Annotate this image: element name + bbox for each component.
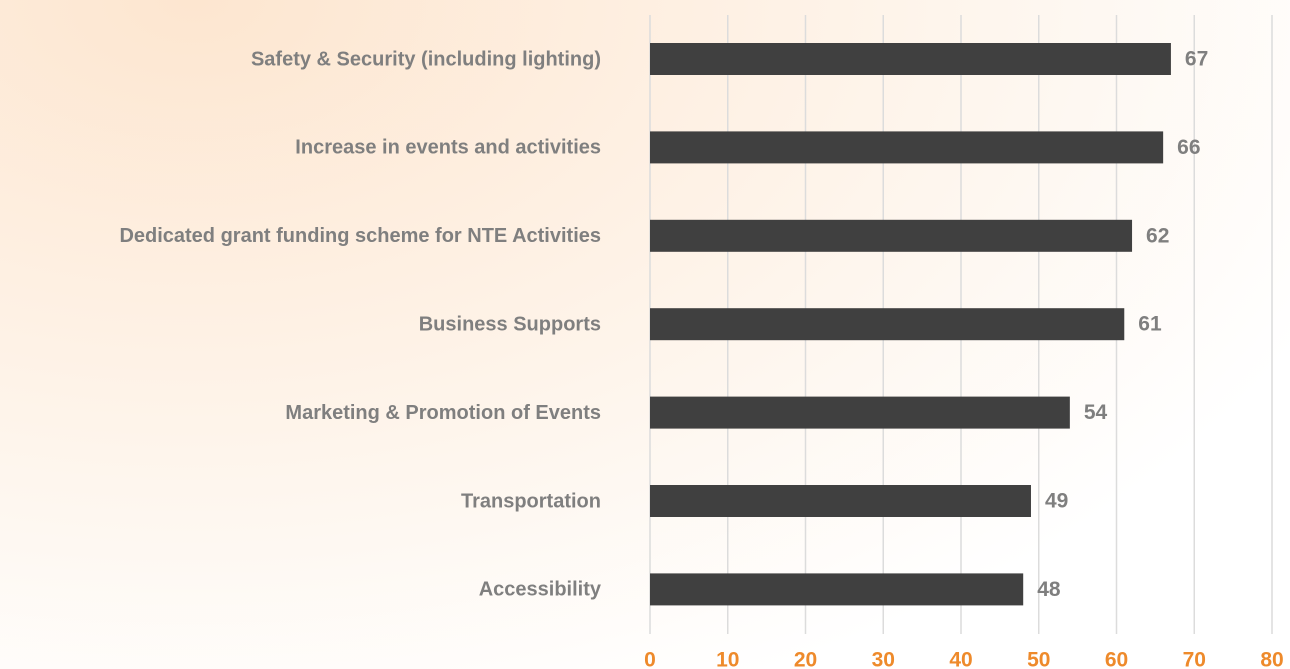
value-label: 49: [1045, 490, 1068, 513]
bar: [650, 43, 1171, 75]
x-tick-label: 10: [716, 649, 739, 669]
x-tick-label: 40: [949, 649, 972, 669]
y-tick-label: Marketing & Promotion of Events: [285, 402, 601, 424]
value-label: 61: [1138, 313, 1162, 336]
bar: [650, 131, 1164, 164]
bar: [650, 573, 1024, 606]
x-tick-label: 0: [644, 649, 656, 669]
x-tick-label: 30: [872, 649, 895, 669]
x-tick-label: 80: [1260, 649, 1283, 669]
x-tick-label: 20: [794, 649, 817, 669]
value-label: 62: [1146, 224, 1169, 247]
y-tick-label: Safety & Security (including lighting): [251, 48, 601, 70]
bar: [650, 485, 1031, 517]
value-label: 48: [1037, 578, 1061, 601]
y-tick-label: Accessibility: [479, 579, 602, 601]
value-label: 67: [1185, 48, 1208, 71]
bar: [650, 396, 1070, 429]
x-tick-label: 70: [1183, 649, 1206, 669]
bar: [650, 219, 1133, 252]
y-tick-label: Dedicated grant funding scheme for NTE A…: [119, 225, 601, 247]
x-tick-label: 50: [1027, 649, 1050, 669]
y-tick-label: Business Supports: [419, 313, 601, 335]
y-tick-label: Increase in events and activities: [295, 137, 601, 159]
bar: [650, 308, 1125, 341]
value-label: 66: [1177, 136, 1200, 159]
value-label: 54: [1084, 401, 1108, 424]
y-tick-label: Transportation: [461, 490, 601, 512]
x-tick-label: 60: [1105, 649, 1128, 669]
